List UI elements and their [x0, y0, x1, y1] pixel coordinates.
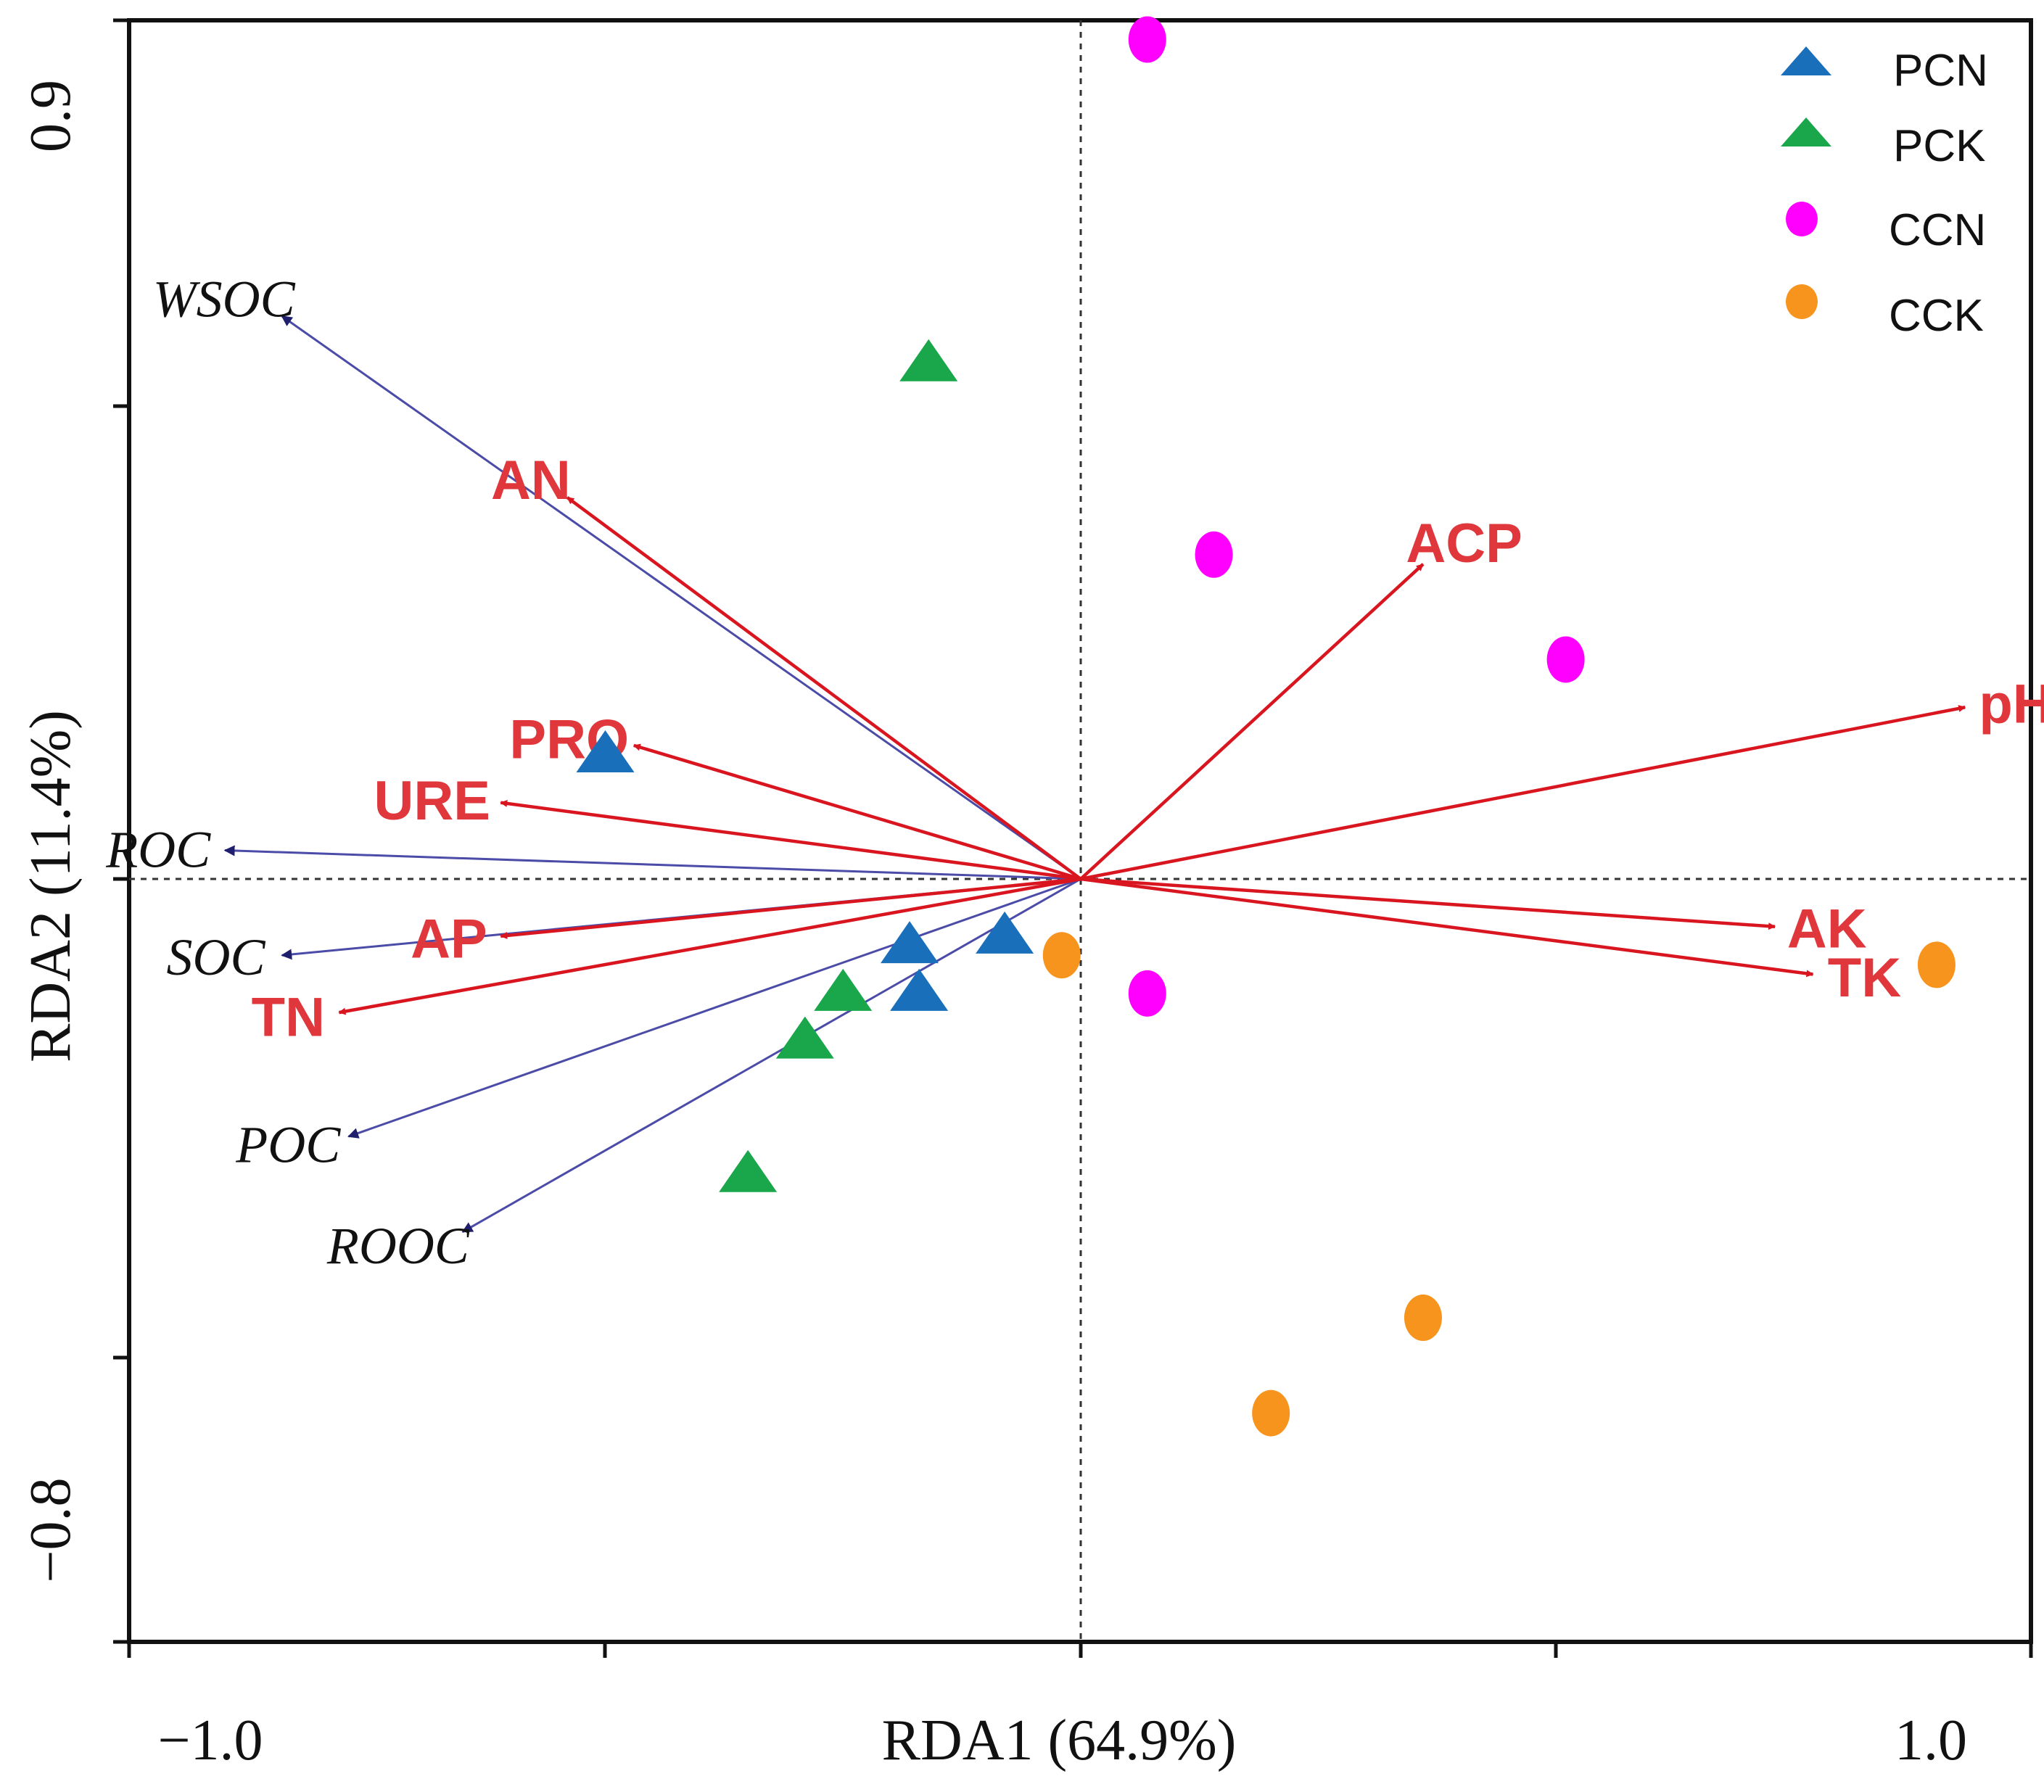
carbon-arrow-wsoc	[281, 315, 1081, 880]
point-cck-2	[1917, 941, 1956, 988]
carbon-arrow-roc	[223, 845, 1081, 880]
point-pcn-3	[976, 911, 1034, 954]
point-ccn-4	[1128, 970, 1166, 1017]
legend-label-pcn: PCN	[1893, 46, 1988, 96]
y-axis-ticks	[113, 18, 129, 1644]
env-arrow-label-an: AN	[491, 450, 571, 511]
point-pck-3	[775, 1016, 834, 1059]
env-arrow-an	[566, 496, 1082, 880]
legend: PCN PCK CCN CCK	[1781, 46, 1988, 341]
x-tick-label-max: 1.0	[1895, 1709, 1967, 1772]
env-arrow-label-tk: TK	[1828, 947, 1901, 1009]
carbon-arrow-label-soc: SOC	[166, 928, 265, 986]
env-arrow-label-ap: AP	[411, 909, 487, 970]
y-tick-label-min: −0.8	[19, 1477, 83, 1582]
point-pck-1	[899, 339, 958, 381]
env-arrow-label-ph: pH	[1979, 674, 2044, 735]
x-axis-title: RDA1 (64.9%)	[882, 1709, 1237, 1772]
point-pcn-1	[576, 730, 635, 773]
point-cck-4	[1252, 1390, 1290, 1437]
legend-marker-pck	[1781, 117, 1831, 146]
y-tick-label-max: 0.9	[19, 80, 83, 152]
env-arrow-ph	[1080, 705, 1966, 881]
carbon-arrow-poc	[347, 878, 1081, 1139]
y-axis-title: RDA2 (11.4%)	[19, 710, 83, 1062]
point-cck-1	[1042, 932, 1081, 979]
carbon-arrow-rooc	[461, 878, 1081, 1233]
legend-marker-ccn	[1786, 202, 1818, 236]
legend-label-ccn: CCN	[1889, 205, 1986, 255]
env-arrow-tn	[338, 877, 1081, 1015]
x-tick-label-min: −1.0	[157, 1709, 263, 1772]
point-ccn-1	[1128, 16, 1166, 63]
x-axis-ticks	[127, 1642, 2033, 1658]
carbon-arrow-label-wsoc: WSOC	[153, 270, 296, 328]
legend-marker-pcn	[1781, 46, 1831, 75]
legend-label-cck: CCK	[1889, 291, 1984, 341]
point-pcn-4	[890, 968, 949, 1011]
point-ccn-3	[1546, 636, 1585, 683]
env-arrow-acp	[1079, 563, 1425, 880]
env-arrow-tk	[1080, 877, 1814, 978]
carbon-arrow-label-poc: POC	[235, 1116, 341, 1174]
point-ccn-2	[1195, 531, 1233, 578]
env-arrow-ap	[500, 877, 1081, 940]
env-arrow-ak	[1080, 877, 1776, 930]
env-arrow-label-ak: AK	[1787, 899, 1867, 960]
point-pck-4	[719, 1149, 778, 1192]
env-arrow-ure	[500, 799, 1081, 881]
point-pck-2	[814, 968, 873, 1011]
carbon-arrow-label-rooc: ROOC	[326, 1217, 470, 1275]
env-arrow-label-ure: URE	[374, 770, 490, 832]
carbon-arrow-group: WSOC ROC SOC POC ROOC	[105, 270, 1081, 1275]
legend-label-pck: PCK	[1893, 121, 1985, 171]
sample-points	[576, 16, 1956, 1437]
carbon-arrow-label-roc: ROC	[105, 821, 211, 879]
legend-marker-cck	[1786, 284, 1818, 319]
point-pcn-2	[881, 921, 939, 964]
env-arrow-label-tn: TN	[252, 986, 325, 1048]
point-cck-3	[1404, 1295, 1442, 1342]
env-arrow-pro	[632, 743, 1081, 881]
env-arrow-label-acp: ACP	[1406, 513, 1522, 574]
